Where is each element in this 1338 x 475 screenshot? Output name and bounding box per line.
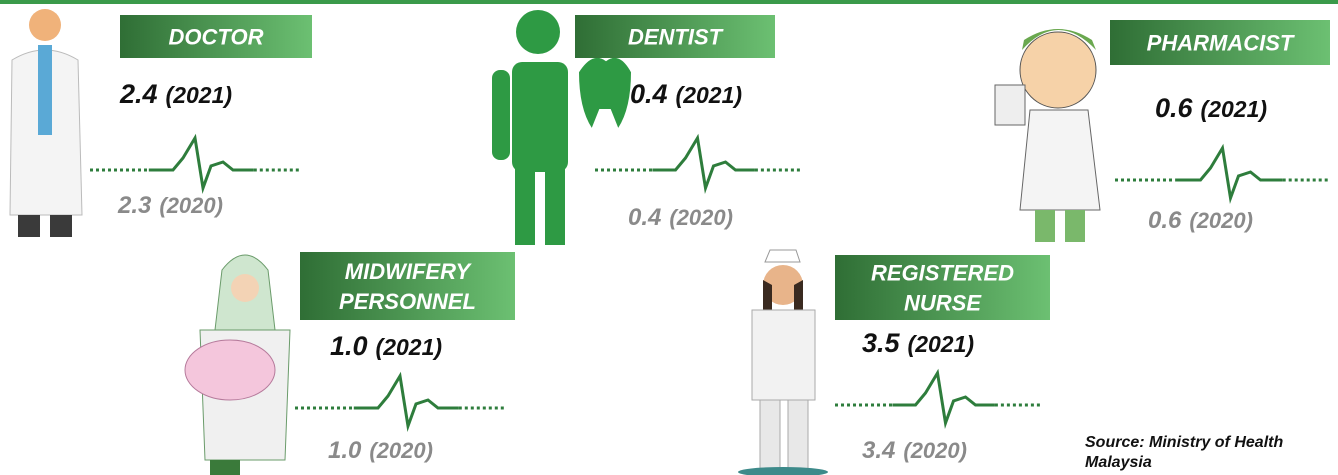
stat-card: DENTIST 0.4 (2021) 0.4 (2020) bbox=[575, 15, 800, 231]
heartbeat-line bbox=[652, 138, 755, 188]
current-value: 1.0 (2021) bbox=[330, 331, 442, 361]
stat-card: MIDWIFERY PERSONNEL 1.0 (2021) 1.0 (2020) bbox=[295, 252, 515, 464]
infographic: DOCTOR 2.4 (2021) 2.3 (2020) DENTIST 0.4 (2021)… bbox=[0, 0, 1338, 475]
source-note: Source: Ministry of Health bbox=[1085, 434, 1283, 451]
previous-year: (2020) bbox=[369, 438, 433, 463]
pharmacist-illustration bbox=[995, 29, 1100, 242]
current-number: 2.4 bbox=[119, 79, 158, 109]
previous-year: (2020) bbox=[669, 205, 733, 230]
card-label: MIDWIFERY bbox=[345, 259, 473, 284]
previous-value: 1.0 (2020) bbox=[328, 437, 433, 464]
card-label: PHARMACIST bbox=[1147, 31, 1295, 56]
source-note: Malaysia bbox=[1085, 454, 1152, 471]
heartbeat-line bbox=[149, 138, 254, 188]
heartbeat-line bbox=[354, 376, 459, 426]
current-number: 0.4 bbox=[630, 79, 668, 109]
current-year: (2021) bbox=[676, 82, 742, 108]
current-year: (2021) bbox=[376, 334, 442, 360]
current-number: 0.6 bbox=[1155, 93, 1194, 123]
previous-year: (2020) bbox=[903, 438, 967, 463]
current-year: (2021) bbox=[1201, 96, 1267, 122]
previous-value: 2.3 (2020) bbox=[117, 192, 223, 219]
card-label: PERSONNEL bbox=[339, 289, 476, 314]
card-label: DOCTOR bbox=[169, 25, 264, 50]
previous-number: 0.4 bbox=[628, 204, 661, 231]
previous-value: 0.4 (2020) bbox=[628, 204, 733, 231]
nurse-illustration bbox=[738, 250, 828, 475]
current-value: 0.4 (2021) bbox=[630, 79, 742, 109]
current-value: 3.5 (2021) bbox=[862, 328, 974, 358]
previous-number: 1.0 bbox=[328, 437, 362, 464]
current-value: 2.4 (2021) bbox=[119, 79, 232, 109]
current-number: 1.0 bbox=[330, 331, 368, 361]
top-bar bbox=[0, 0, 1338, 4]
current-number: 3.5 bbox=[862, 328, 901, 358]
previous-value: 3.4 (2020) bbox=[862, 437, 967, 464]
doctor-illustration bbox=[10, 9, 82, 237]
card-label: NURSE bbox=[904, 291, 982, 316]
midwife-illustration bbox=[185, 255, 290, 475]
current-value: 0.6 (2021) bbox=[1155, 93, 1267, 123]
previous-number: 0.6 bbox=[1148, 207, 1182, 234]
current-year: (2021) bbox=[908, 331, 974, 357]
previous-year: (2020) bbox=[159, 193, 223, 218]
card-label: DENTIST bbox=[628, 25, 724, 50]
heartbeat-line bbox=[892, 373, 995, 423]
heartbeat-line bbox=[1175, 148, 1283, 198]
current-year: (2021) bbox=[166, 82, 232, 108]
previous-number: 3.4 bbox=[862, 437, 895, 464]
card-label: REGISTERED bbox=[871, 261, 1014, 286]
previous-value: 0.6 (2020) bbox=[1148, 207, 1253, 234]
previous-number: 2.3 bbox=[117, 192, 152, 219]
previous-year: (2020) bbox=[1189, 208, 1253, 233]
stat-card: DOCTOR 2.4 (2021) 2.3 (2020) bbox=[90, 15, 312, 219]
stat-card: PHARMACIST 0.6 (2021) 0.6 (2020) bbox=[1110, 20, 1330, 234]
